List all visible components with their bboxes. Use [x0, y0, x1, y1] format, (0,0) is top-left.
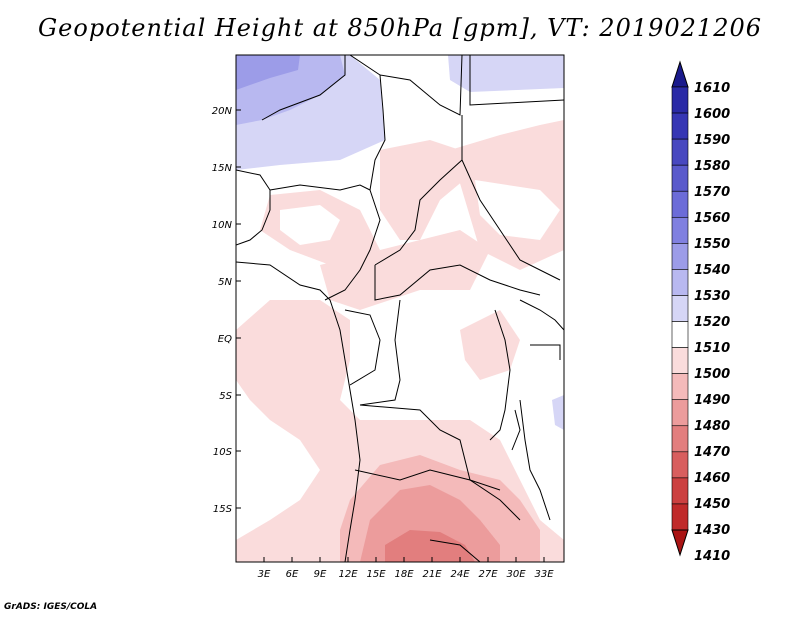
colorbar-label: 1590 — [694, 133, 730, 148]
colorbar-label: 1480 — [694, 419, 730, 434]
colorbar-label: 1610 — [694, 81, 730, 96]
colorbar-label: 1460 — [694, 471, 730, 486]
colorbar-cell — [671, 138, 689, 166]
colorbar-cell — [671, 347, 689, 374]
border-namibia-botswana — [354, 469, 521, 521]
colorbar-label: 1550 — [694, 237, 730, 252]
colorbar-cell — [671, 451, 689, 479]
lat-label: 5S — [219, 391, 232, 402]
lake-victoria — [530, 344, 561, 360]
colorbar-cell — [671, 321, 689, 348]
lon-label: 12E — [338, 569, 358, 580]
colorbar-cell — [671, 243, 689, 270]
footer-credit: GrADS: IGES/COLA — [4, 602, 98, 612]
axis-ticks — [236, 109, 545, 562]
lon-label: 30E — [506, 569, 526, 580]
contour-1470-1480 — [385, 530, 475, 562]
colorbar-cell — [671, 425, 689, 453]
colorbar-label: 1570 — [694, 185, 730, 200]
contour-1500-1510-lakes — [460, 310, 520, 380]
border-algeria-niger — [261, 55, 346, 121]
border-niger-libya — [349, 55, 386, 191]
colorbar-cell — [671, 295, 689, 322]
colorbar-cell — [671, 477, 689, 505]
border-nigeria-cameroon — [324, 189, 381, 301]
height-field — [236, 55, 564, 562]
lat-label: 10N — [212, 220, 233, 231]
border-congo-drc — [359, 299, 401, 406]
contour-1520-1530-e — [552, 395, 564, 430]
border-libya-chad — [379, 55, 463, 116]
lon-label: 15E — [366, 569, 386, 580]
colorbar-label: 1430 — [694, 523, 730, 538]
colorbar-label: 1540 — [694, 263, 730, 278]
lake-tanganyika — [511, 409, 521, 451]
lat-label: 15S — [213, 504, 233, 515]
border-south-africa — [429, 539, 481, 562]
colorbar-cell — [671, 503, 689, 531]
border-egypt-sudan — [469, 55, 564, 106]
border-drc-east — [489, 309, 511, 441]
lon-label: 21E — [422, 569, 442, 580]
contour-1510-1520-congo — [395, 300, 460, 395]
colorbar-cell — [671, 190, 689, 218]
colorbar-cell — [671, 86, 689, 114]
border-nigeria-niger — [269, 184, 371, 191]
lon-label: 3E — [258, 569, 271, 580]
lat-label: 5N — [218, 277, 232, 288]
lat-label: 10S — [213, 447, 233, 458]
lat-label: EQ — [218, 334, 232, 345]
colorbar-cell — [671, 112, 689, 140]
border-car — [374, 264, 541, 301]
map-title: Geopotential Height at 850hPa [gpm], VT:… — [38, 14, 762, 42]
colorbar-cell — [671, 164, 689, 192]
contour-1520-1530-ne — [448, 55, 564, 92]
colorbar-label: 1510 — [694, 341, 730, 356]
colorbar-label: 1500 — [694, 367, 730, 382]
border-tanzania-mozambique — [519, 399, 551, 521]
lon-label: 24E — [450, 569, 470, 580]
border-sudan-south — [461, 159, 561, 281]
colorbar-label: 1530 — [694, 289, 730, 304]
coastline-atlantic — [236, 261, 361, 562]
colorbar: 1610 1600 1590 1580 1570 1560 1550 1540 … — [671, 60, 730, 564]
lon-label: 6E — [286, 569, 299, 580]
lon-label: 27E — [478, 569, 498, 580]
colorbar-cell — [671, 373, 689, 401]
lat-label: 20N — [212, 106, 233, 117]
border-kenya — [519, 299, 564, 331]
colorbar-cell — [671, 399, 689, 427]
border-angola-drc-zambia — [359, 404, 501, 491]
colorbar-label: 1410 — [694, 549, 730, 564]
latitude-labels: 20N 15N 10N 5N EQ 5S 10S 15S — [212, 106, 233, 515]
contour-1540-1550 — [236, 55, 300, 90]
country-borders — [236, 55, 564, 562]
colorbar-cell — [671, 216, 689, 244]
lat-label: 15N — [212, 163, 233, 174]
lon-label: 18E — [394, 569, 414, 580]
colorbar-label: 1490 — [694, 393, 730, 408]
colorbar-cell — [671, 269, 689, 296]
contour-1500-1510-sahel — [380, 140, 470, 240]
lon-label: 9E — [314, 569, 327, 580]
colorbar-bottom-arrow — [671, 529, 689, 557]
map-frame — [235, 54, 565, 563]
colorbar-label: 1600 — [694, 107, 730, 122]
colorbar-top-arrow — [671, 60, 689, 88]
colorbar-label: 1450 — [694, 497, 730, 512]
colorbar-label: 1470 — [694, 445, 730, 460]
longitude-labels: 3E 6E 9E 12E 15E 18E 21E 24E 27E 30E 33E — [258, 569, 555, 580]
colorbar-label: 1520 — [694, 315, 730, 330]
colorbar-label: 1560 — [694, 211, 730, 226]
contour-1510-1520-west — [280, 205, 340, 245]
coastline-west-africa — [236, 169, 271, 246]
contour-1500-1510-central — [320, 230, 490, 310]
lon-label: 33E — [534, 569, 554, 580]
border-gabon-congo — [344, 309, 381, 386]
colorbar-label: 1580 — [694, 159, 730, 174]
